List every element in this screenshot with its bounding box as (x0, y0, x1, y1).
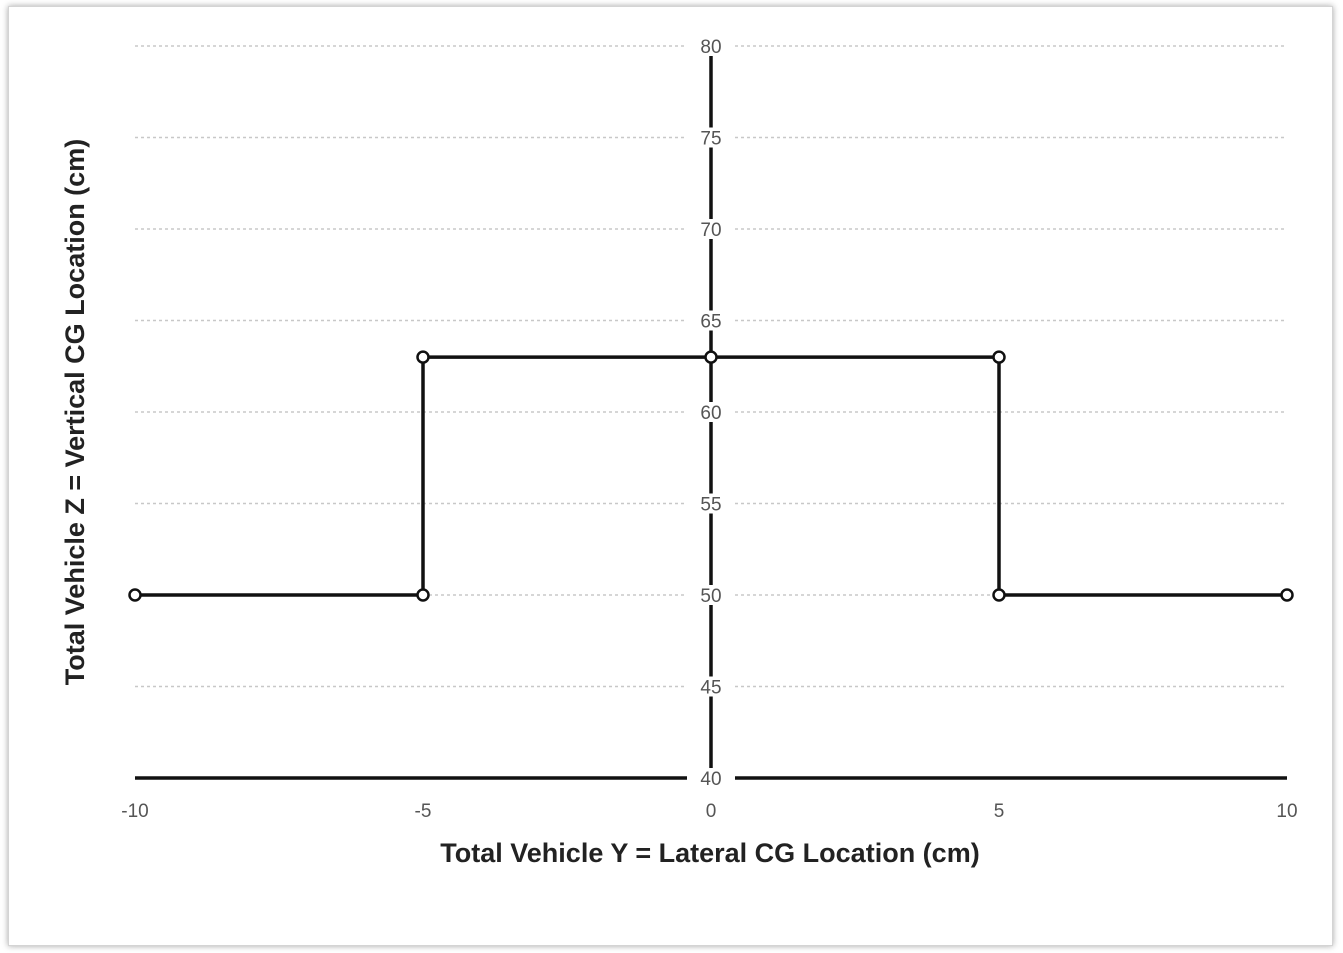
y-tick-label-40: 40 (700, 769, 721, 790)
data-point-6 (1280, 588, 1294, 602)
chart-frame (8, 6, 1333, 946)
y-tick-label-60: 60 (700, 403, 721, 424)
y-tick-label-75: 75 (700, 129, 721, 150)
y-tick-label-bg (687, 493, 735, 514)
y-tick-label-bg (687, 219, 735, 239)
y-tick-label-bg (687, 676, 735, 697)
y-tick-labels: 40 45 50 55 60 65 70 75 80 (687, 36, 735, 790)
y-axis-title: Total Vehicle Z = Vertical CG Location (… (60, 139, 90, 685)
y-tick-label-bg (687, 768, 735, 788)
x-axis-title: Total Vehicle Y = Lateral CG Location (c… (440, 838, 979, 868)
y-tick-label-bg (687, 402, 735, 422)
x-tick-label--10: -10 (121, 801, 148, 822)
y-tick-label-55: 55 (700, 495, 721, 516)
data-point-3 (704, 350, 718, 364)
data-point-2 (416, 350, 430, 364)
y-tick-label-bg (687, 36, 735, 56)
x-tick-label-10: 10 (1276, 801, 1297, 822)
x-tick-label-5: 5 (994, 801, 1005, 822)
series-layer (128, 350, 1294, 602)
data-point-0 (128, 588, 142, 602)
x-tick-label-0: 0 (706, 801, 717, 822)
y-tick-label-bg (687, 310, 735, 331)
y-tick-label-70: 70 (700, 220, 721, 241)
data-point-5 (992, 588, 1006, 602)
y-tick-label-bg (687, 585, 735, 605)
y-tick-label-45: 45 (700, 678, 721, 699)
y-tick-label-50: 50 (700, 586, 721, 607)
y-tick-label-bg (687, 127, 735, 148)
x-tick-labels: -10 -5 0 5 10 (121, 801, 1297, 822)
y-tick-label-80: 80 (700, 37, 721, 58)
data-point-4 (992, 350, 1006, 364)
x-tick-label--5: -5 (415, 801, 432, 822)
data-point-1 (416, 588, 430, 602)
y-tick-label-65: 65 (700, 312, 721, 333)
